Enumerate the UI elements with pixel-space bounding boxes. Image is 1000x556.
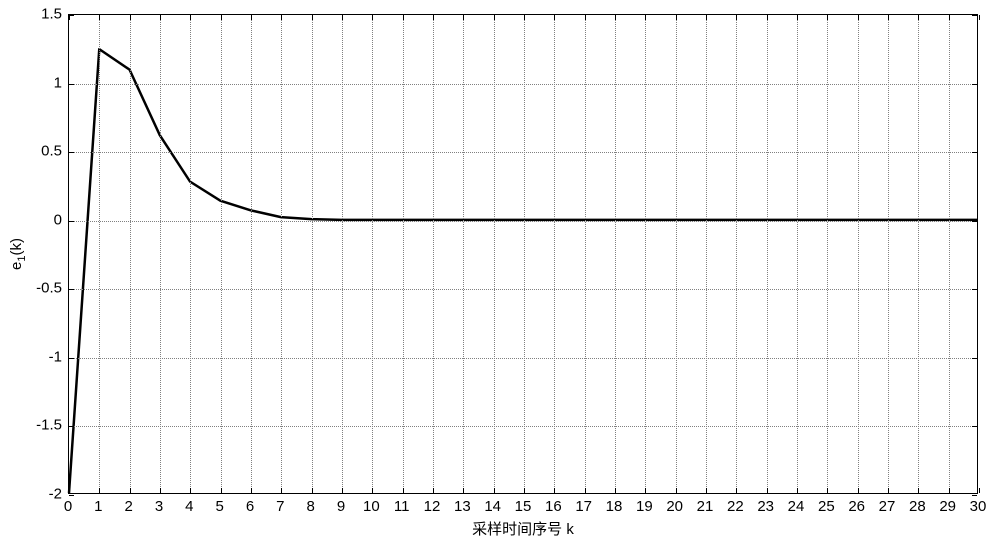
grid-line-vertical [949, 15, 950, 493]
grid-line-vertical [190, 15, 191, 493]
x-tick-label: 8 [306, 498, 314, 515]
x-tick-label: 3 [155, 498, 163, 515]
chart-container: e1(k) 采样时间序号 k 0123456789101112131415161… [0, 0, 1000, 556]
x-tick-label: 9 [337, 498, 345, 515]
x-tick-label: 17 [575, 498, 592, 515]
y-tick-label: -1 [49, 348, 62, 365]
grid-line-vertical [585, 15, 586, 493]
grid-line-vertical [99, 15, 100, 493]
y-tick-label: 0 [54, 211, 62, 228]
x-tick-label: 0 [64, 498, 72, 515]
y-tick-label: 1 [54, 74, 62, 91]
x-tick-label: 23 [757, 498, 774, 515]
y-tick-label: -0.5 [36, 280, 62, 297]
grid-line-vertical [858, 15, 859, 493]
x-tick-label: 4 [185, 498, 193, 515]
x-tick-label: 20 [666, 498, 683, 515]
x-tick-label: 14 [484, 498, 501, 515]
x-tick-label: 26 [848, 498, 865, 515]
grid-line-vertical [918, 15, 919, 493]
x-tick-label: 21 [697, 498, 714, 515]
grid-line-horizontal [69, 358, 977, 359]
grid-line-vertical [160, 15, 161, 493]
x-tick-label: 11 [394, 498, 410, 515]
x-tick-label: 12 [424, 498, 441, 515]
plot-area [68, 14, 978, 494]
grid-line-vertical [312, 15, 313, 493]
y-tick-label: 1.5 [41, 6, 62, 23]
grid-line-vertical [554, 15, 555, 493]
x-tick-label: 22 [727, 498, 744, 515]
x-tick-label: 27 [879, 498, 896, 515]
grid-line-vertical [221, 15, 222, 493]
x-tick-label: 15 [515, 498, 532, 515]
grid-line-vertical [281, 15, 282, 493]
y-axis-label: e1(k) [8, 238, 28, 270]
grid-line-horizontal [69, 221, 977, 222]
y-tick-label: -2 [49, 486, 62, 503]
x-tick-label: 28 [909, 498, 926, 515]
grid-line-vertical [130, 15, 131, 493]
grid-line-vertical [463, 15, 464, 493]
x-tick-label: 1 [94, 498, 102, 515]
x-tick-label: 13 [454, 498, 471, 515]
grid-line-vertical [251, 15, 252, 493]
x-tick-label: 7 [276, 498, 284, 515]
grid-line-vertical [403, 15, 404, 493]
x-axis-label: 采样时间序号 k [423, 518, 623, 539]
y-tick-label: 0.5 [41, 143, 62, 160]
grid-line-horizontal [69, 152, 977, 153]
grid-line-vertical [827, 15, 828, 493]
data-line [69, 15, 977, 493]
x-tick-label: 2 [124, 498, 132, 515]
grid-line-vertical [494, 15, 495, 493]
grid-line-vertical [797, 15, 798, 493]
x-tick-label: 6 [246, 498, 254, 515]
x-tick-label: 29 [939, 498, 956, 515]
grid-line-vertical [433, 15, 434, 493]
grid-line-vertical [615, 15, 616, 493]
grid-line-vertical [372, 15, 373, 493]
grid-line-vertical [645, 15, 646, 493]
x-tick-label: 19 [636, 498, 653, 515]
grid-line-vertical [706, 15, 707, 493]
y-tick-label: -1.5 [36, 417, 62, 434]
grid-line-vertical [342, 15, 343, 493]
x-tick-label: 24 [788, 498, 805, 515]
x-tick-label: 16 [545, 498, 562, 515]
grid-line-vertical [767, 15, 768, 493]
grid-line-vertical [736, 15, 737, 493]
grid-line-vertical [524, 15, 525, 493]
x-tick-label: 10 [363, 498, 380, 515]
x-tick-label: 18 [606, 498, 623, 515]
x-tick-label: 25 [818, 498, 835, 515]
x-tick-label: 30 [970, 498, 987, 515]
grid-line-horizontal [69, 426, 977, 427]
grid-line-horizontal [69, 289, 977, 290]
grid-line-vertical [676, 15, 677, 493]
grid-line-horizontal [69, 84, 977, 85]
x-tick-label: 5 [215, 498, 223, 515]
grid-line-vertical [888, 15, 889, 493]
